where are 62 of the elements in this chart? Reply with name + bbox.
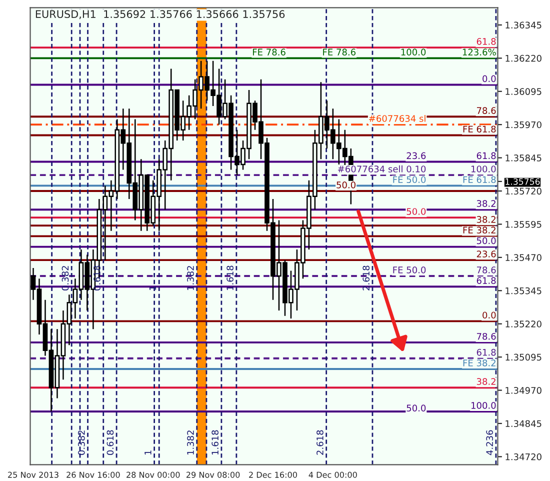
y-tick-label: 1.35470 bbox=[506, 254, 542, 261]
y-tick-label: 1.34970 bbox=[506, 386, 542, 394]
chart-title: EURUSD,H1 1.35692 1.35766 1.35666 1.35756 bbox=[36, 10, 285, 20]
x-tick-label: 26 Nov 16:00 bbox=[66, 472, 120, 478]
annotation: 78.6 bbox=[476, 266, 496, 274]
x-tick-label: 29 Nov 08:00 bbox=[186, 472, 240, 478]
annotation: 38.2 bbox=[476, 378, 496, 385]
annotation: 1 bbox=[144, 450, 152, 455]
y-tick-label: 1.36345 bbox=[506, 22, 542, 29]
y-tick-label: 1.35970 bbox=[506, 121, 542, 128]
y-tick-label: 1.35845 bbox=[506, 154, 542, 162]
annotation: #6077634 sell 0.10 bbox=[338, 165, 426, 172]
y-tick-label: 1.34720 bbox=[506, 453, 542, 460]
y-tick-label: 1.36095 bbox=[506, 88, 542, 95]
y-tick-label: 1.36220 bbox=[506, 54, 542, 62]
annotation: 0.382 bbox=[62, 266, 69, 290]
annotation: FE 50.0 bbox=[393, 266, 426, 274]
annotation: 100.0 bbox=[471, 166, 496, 172]
annotation: 38.2 bbox=[476, 200, 496, 207]
y-tick-label: 1.35720 bbox=[506, 188, 542, 195]
annotation: 78.6 bbox=[476, 107, 496, 114]
y-tick-label: 1.35345 bbox=[506, 287, 542, 294]
annotation: 2.618 bbox=[316, 430, 324, 455]
annotation: FE 78.6 bbox=[323, 48, 356, 56]
x-tick-label: 2 Dec 16:00 bbox=[249, 472, 297, 478]
annotation: 61.8 bbox=[476, 152, 496, 160]
annotation: 0.0 bbox=[482, 312, 496, 319]
annotation: 100.0 bbox=[471, 402, 496, 409]
x-tick-label: 25 Nov 2013 bbox=[8, 472, 58, 478]
x-tick-label: 4 Dec 00:00 bbox=[308, 472, 357, 478]
annotation: 23.6 bbox=[476, 250, 496, 258]
annotation: 4.236 bbox=[486, 430, 494, 456]
annotation: 50.0 bbox=[406, 208, 426, 215]
annotation: 0.618 bbox=[94, 266, 100, 290]
y-tick-label: 1.35756 bbox=[506, 178, 540, 185]
y-tick-label: 1.35595 bbox=[506, 220, 542, 228]
annotation: 38.2 bbox=[476, 216, 496, 223]
y-tick-label: 1.35220 bbox=[506, 320, 542, 328]
annotation: FE 78.6 bbox=[252, 48, 286, 56]
annotation: 61.8 bbox=[476, 277, 496, 284]
annotation: FE 61.8 bbox=[463, 126, 496, 133]
annotation: 123.6% bbox=[462, 48, 496, 56]
annotation: 0.0 bbox=[482, 75, 496, 82]
annotation: 50.0 bbox=[336, 182, 356, 188]
annotation: FE 38.2 bbox=[463, 226, 496, 234]
annotation: 1.618 bbox=[212, 430, 218, 455]
annotation: 100.0 bbox=[401, 48, 426, 56]
annotation: 78.6 bbox=[476, 332, 496, 340]
annotation: FE 50.0 bbox=[393, 176, 426, 184]
annotation: 61.8 bbox=[476, 348, 496, 356]
annotation: 23.6 bbox=[406, 152, 426, 160]
annotation: FE 61.8 bbox=[463, 176, 496, 184]
annotation: 1.382 bbox=[187, 430, 194, 455]
annotation: 0.618 bbox=[106, 430, 114, 455]
annotation: 50.0 bbox=[406, 404, 426, 412]
y-tick-label: 1.34845 bbox=[506, 420, 542, 428]
x-tick-label: 28 Nov 00:00 bbox=[126, 472, 180, 478]
annotation: 50.0 bbox=[476, 237, 496, 244]
annotation: #6077634 sl bbox=[369, 114, 426, 122]
annotation: 61.8 bbox=[476, 38, 496, 45]
y-tick-label: 1.35095 bbox=[506, 354, 542, 361]
annotation: FE 38.2 bbox=[463, 360, 496, 366]
